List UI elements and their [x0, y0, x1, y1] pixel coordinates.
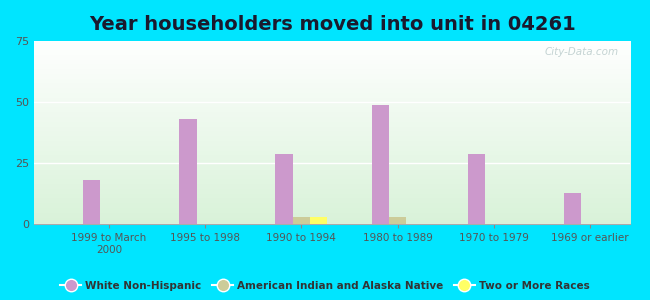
Bar: [179, 119, 196, 224]
Bar: [564, 193, 581, 224]
Bar: [276, 154, 292, 224]
Bar: [83, 180, 100, 224]
Bar: [310, 217, 328, 224]
Bar: [372, 105, 389, 224]
Title: Year householders moved into unit in 04261: Year householders moved into unit in 042…: [89, 15, 575, 34]
Legend: White Non-Hispanic, American Indian and Alaska Native, Two or More Races: White Non-Hispanic, American Indian and …: [57, 277, 593, 295]
Text: City-Data.com: City-Data.com: [544, 46, 618, 57]
Bar: [292, 217, 310, 224]
Bar: [389, 217, 406, 224]
Bar: [468, 154, 485, 224]
